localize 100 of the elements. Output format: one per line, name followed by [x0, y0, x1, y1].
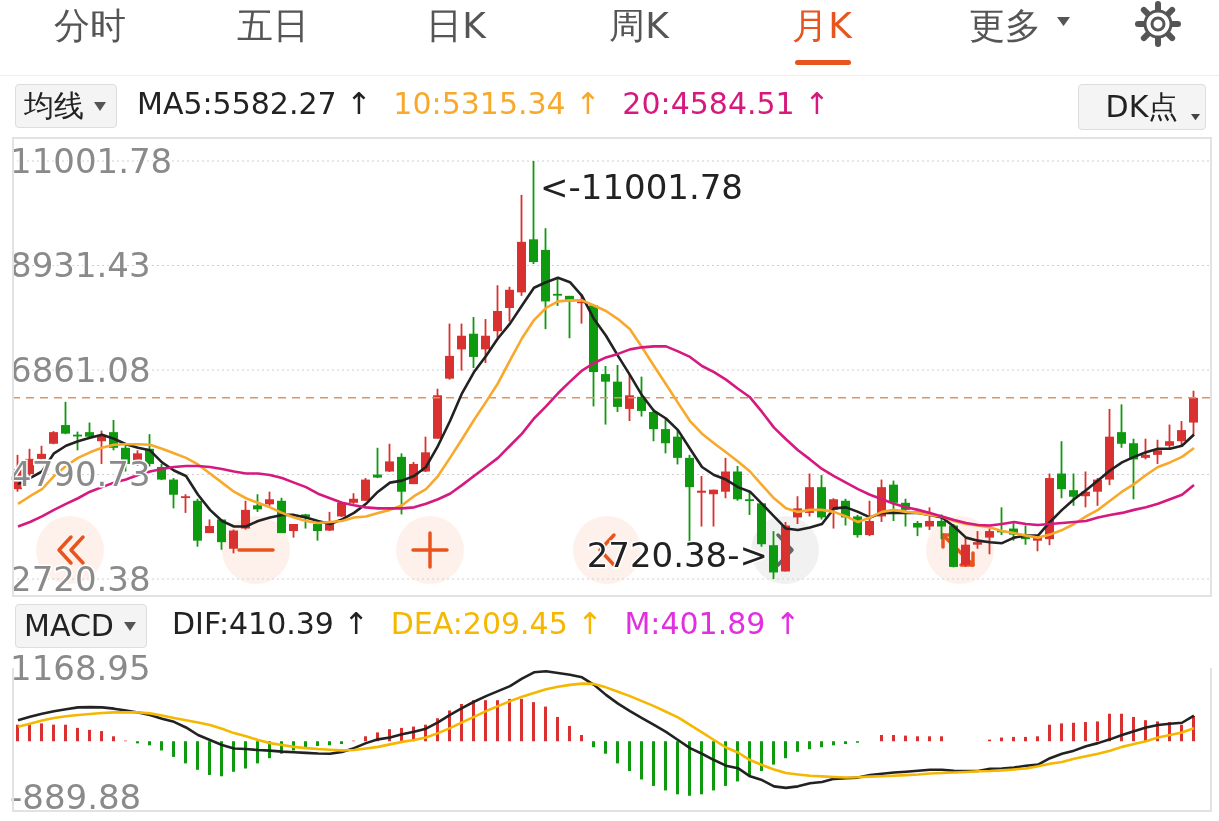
text: 周K — [608, 4, 671, 48]
candlestick — [865, 499, 874, 538]
bar — [100, 731, 103, 742]
y-tick-label: 2720.38 — [10, 558, 151, 599]
bar — [712, 741, 715, 791]
candlestick — [529, 161, 538, 265]
bar — [40, 723, 43, 742]
bar — [688, 741, 691, 796]
bar — [628, 741, 631, 772]
bar — [64, 724, 67, 742]
text: MACD — [24, 608, 114, 643]
candlestick — [493, 284, 502, 339]
bar — [640, 741, 643, 780]
bar — [316, 741, 319, 746]
annotation: <-11001.78 — [540, 167, 743, 207]
bar — [580, 734, 583, 742]
candlestick — [61, 400, 70, 436]
line-series — [16, 682, 1196, 779]
text: 20:4584.51 ↑ — [622, 86, 830, 121]
candlestick — [1153, 438, 1162, 465]
text: 五日 — [236, 4, 310, 48]
y-tick-label: 1168.95 — [10, 647, 151, 688]
bar — [1072, 722, 1075, 742]
bar — [1036, 736, 1039, 742]
candlestick — [361, 477, 370, 502]
bar — [820, 741, 823, 748]
candlestick — [445, 322, 454, 381]
candlestick — [229, 528, 238, 555]
candlestick — [985, 527, 994, 556]
bar — [520, 698, 523, 742]
candlestick — [469, 316, 478, 369]
bar — [52, 724, 55, 742]
y-tick-label: -889.88 — [10, 776, 142, 817]
bar — [556, 716, 559, 742]
bar — [148, 741, 151, 746]
bar — [772, 741, 775, 765]
candlestick — [1117, 403, 1126, 449]
bar — [328, 741, 331, 746]
bar — [616, 741, 619, 764]
bar — [760, 741, 763, 772]
bar — [232, 741, 235, 772]
bar — [916, 736, 919, 742]
bar — [76, 727, 79, 742]
bar — [1084, 722, 1087, 742]
text: DIF:410.39 ↑ — [172, 606, 369, 641]
text: 均线 — [24, 88, 84, 123]
y-tick-label: 8931.43 — [10, 245, 151, 286]
candlestick — [889, 479, 898, 522]
text: 日K — [425, 4, 488, 48]
candlestick — [745, 490, 754, 516]
bar — [928, 736, 931, 742]
bar — [832, 741, 835, 746]
candlestick — [1177, 420, 1186, 447]
bar — [700, 741, 703, 795]
bar — [16, 724, 19, 742]
candlestick — [181, 493, 190, 514]
bar — [604, 741, 607, 754]
bar — [1024, 736, 1027, 742]
bar — [88, 729, 91, 742]
bar — [532, 702, 535, 742]
text: 月K — [791, 4, 854, 48]
candlestick — [697, 475, 706, 528]
candlestick — [553, 277, 562, 307]
bar — [220, 741, 223, 777]
candlestick — [1141, 437, 1150, 461]
candlestick — [169, 477, 178, 510]
candlestick — [937, 513, 946, 541]
bar — [592, 741, 595, 748]
candlestick — [481, 318, 490, 364]
candlestick — [661, 417, 670, 455]
bar — [256, 741, 259, 764]
bar — [1048, 724, 1051, 742]
bar — [1060, 723, 1063, 742]
bar — [508, 698, 511, 742]
bar — [1012, 736, 1015, 742]
bar — [880, 734, 883, 742]
candlestick — [505, 285, 514, 323]
bar — [340, 741, 343, 744]
bar — [112, 736, 115, 742]
candlestick — [373, 446, 382, 479]
bar — [364, 736, 367, 742]
bar — [544, 706, 547, 742]
candlestick — [1057, 440, 1066, 500]
bar — [136, 741, 139, 744]
candlestick — [1069, 472, 1078, 507]
bar — [496, 700, 499, 742]
bar — [484, 700, 487, 742]
candlestick — [1165, 423, 1174, 450]
bar — [892, 734, 895, 742]
bar — [568, 725, 571, 742]
bar — [196, 741, 199, 770]
y-tick-label: 11001.78 — [10, 140, 173, 181]
bar — [844, 741, 847, 744]
series-label: DEA:209.45 ↑ — [390, 606, 603, 641]
bar — [172, 741, 175, 757]
candlestick — [457, 322, 466, 372]
bar — [160, 741, 163, 751]
candlestick — [385, 442, 394, 473]
bar — [940, 736, 943, 742]
bar — [784, 741, 787, 759]
